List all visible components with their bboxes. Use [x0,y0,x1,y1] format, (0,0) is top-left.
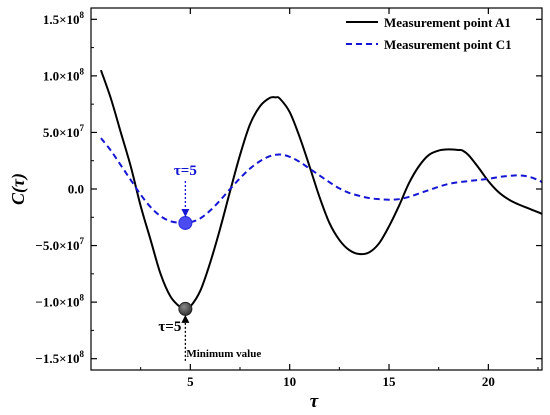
annotation-a1-tau: τ=5 [158,319,181,335]
x-axis-title: τ [310,391,319,412]
series-layer [99,69,542,310]
legend: Measurement point A1 Measurement point C1 [346,15,512,52]
y-tick-label: −5.0×107 [35,236,84,253]
marker-c1-minimum [178,215,193,230]
y-tick-label: 1.0×108 [43,66,85,83]
x-tick-label: 15 [383,374,397,389]
x-tick-label: 20 [482,374,495,389]
y-tick-label: −1.5×108 [35,349,84,366]
y-tick-label: 1.5×108 [43,10,85,27]
x-tick-label: 5 [187,374,194,389]
series-line-a1 [99,69,542,310]
annotation-minimum-value: Minimum value [186,348,261,360]
series-line-c1 [100,137,542,225]
y-axis: 1.5×108 1.0×108 5.0×107 0.0 −5.0×107 −1.0×108… [35,10,542,366]
x-axis: 5 10 15 20 [140,8,539,389]
y-axis-title: C(τ) [8,173,29,205]
legend-label-c1: Measurement point C1 [384,37,512,52]
marker-a1-minimum [178,301,193,316]
annotation-c1-tau: τ=5 [174,163,197,179]
y-tick-label: 5.0×107 [43,123,85,140]
annotation-layer: τ=5 τ=5 Minimum value [158,163,261,361]
y-tick-label: 0.0 [68,182,84,197]
legend-label-a1: Measurement point A1 [384,15,511,30]
y-tick-label: −1.0×108 [35,293,84,310]
x-tick-label: 10 [283,374,296,389]
